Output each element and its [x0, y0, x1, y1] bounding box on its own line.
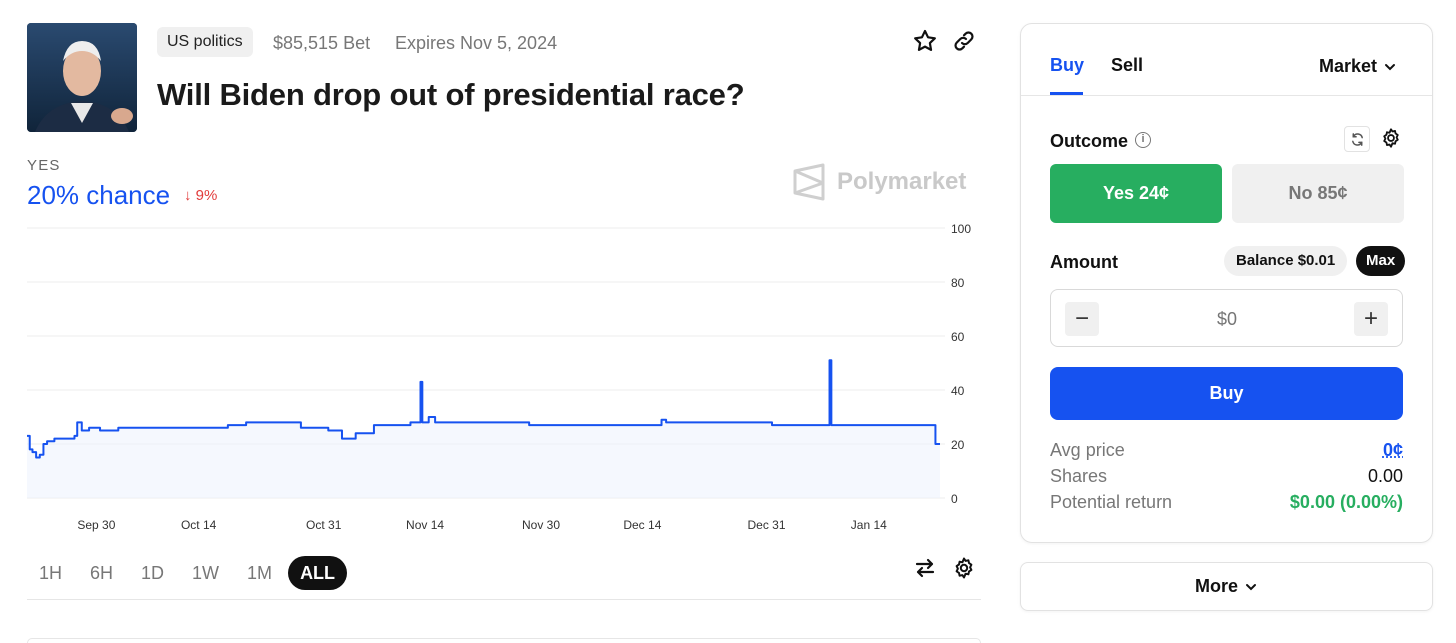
bet-volume: $85,515 Bet	[273, 33, 370, 54]
brand-watermark: Polymarket	[791, 163, 966, 201]
range-1h[interactable]: 1H	[27, 556, 74, 590]
tab-sell[interactable]: Sell	[1111, 55, 1143, 76]
chevron-down-icon	[1383, 60, 1397, 74]
next-card	[27, 638, 981, 643]
more-label: More	[1195, 576, 1238, 597]
outcome-label: YES	[27, 157, 61, 174]
info-icon[interactable]: i	[1135, 132, 1151, 148]
expiry-date: Expires Nov 5, 2024	[395, 33, 557, 54]
y-tick-label: 0	[951, 492, 958, 506]
yes-outcome-button[interactable]: Yes 24¢	[1050, 164, 1222, 223]
balance-badge: Balance $0.01	[1224, 246, 1347, 276]
range-6h[interactable]: 6H	[78, 556, 125, 590]
avg-price-label: Avg price	[1050, 440, 1125, 461]
settings-gear-icon[interactable]	[1377, 124, 1405, 152]
chance-delta: ↓ 9%	[184, 187, 217, 204]
range-1w[interactable]: 1W	[180, 556, 231, 590]
price-chart: 100 80 60 40 20 0 Sep 30 Oct 14 Oct 31 Nov 14 Nov …	[0, 215, 1000, 545]
market-image	[27, 23, 137, 132]
chance-value: 20% chance	[27, 180, 170, 211]
y-tick-label: 100	[951, 222, 971, 236]
chevron-down-icon	[1244, 580, 1258, 594]
range-all[interactable]: ALL	[288, 556, 347, 590]
delta-value: 9%	[196, 187, 218, 204]
avg-price-row: Avg price 0¢	[1050, 440, 1403, 461]
increment-button[interactable]: +	[1354, 302, 1388, 336]
gear-icon[interactable]	[950, 554, 978, 582]
shares-row: Shares 0.00	[1050, 466, 1403, 487]
shares-value: 0.00	[1368, 466, 1403, 487]
no-outcome-button[interactable]: No 85¢	[1232, 164, 1404, 223]
potential-return-value: $0.00 (0.00%)	[1290, 492, 1403, 513]
category-tag[interactable]: US politics	[157, 27, 253, 57]
x-tick-label: Nov 30	[522, 518, 560, 532]
tabs-divider	[1021, 95, 1432, 96]
market-title: Will Biden drop out of presidential race…	[157, 77, 744, 113]
y-tick-label: 20	[951, 438, 965, 452]
max-button[interactable]: Max	[1356, 246, 1405, 276]
x-tick-label: Oct 31	[306, 518, 342, 532]
outcome-heading: Outcome	[1050, 131, 1128, 152]
x-tick-label: Dec 14	[623, 518, 661, 532]
polymarket-logo-icon	[791, 163, 827, 201]
section-divider	[27, 599, 981, 600]
amount-heading: Amount	[1050, 252, 1118, 273]
decrement-button[interactable]: −	[1065, 302, 1099, 336]
series-area	[27, 360, 940, 498]
x-tick-label: Oct 14	[181, 518, 217, 532]
more-button[interactable]: More	[1020, 562, 1433, 611]
x-tick-label: Sep 30	[77, 518, 115, 532]
amount-field: − +	[1050, 289, 1403, 347]
shares-label: Shares	[1050, 466, 1107, 487]
y-tick-label: 60	[951, 330, 965, 344]
range-1d[interactable]: 1D	[129, 556, 176, 590]
buy-button[interactable]: Buy	[1050, 367, 1403, 420]
avg-price-value[interactable]: 0¢	[1383, 440, 1403, 461]
brand-name: Polymarket	[837, 168, 966, 196]
potential-return-label: Potential return	[1050, 492, 1172, 513]
arrow-down-icon: ↓	[184, 187, 192, 204]
amount-input[interactable]	[1111, 302, 1343, 336]
x-tick-label: Jan 14	[851, 518, 887, 532]
tab-buy[interactable]: Buy	[1050, 55, 1084, 76]
range-1m[interactable]: 1M	[235, 556, 284, 590]
x-tick-label: Dec 31	[748, 518, 786, 532]
trade-panel: Buy Sell Market Outcome i Yes 24¢ No 85¢…	[1020, 23, 1433, 543]
order-type-dropdown[interactable]: Market	[1319, 56, 1397, 77]
y-tick-label: 80	[951, 276, 965, 290]
refresh-icon[interactable]	[1344, 126, 1370, 152]
swap-icon[interactable]	[911, 554, 939, 582]
order-type-label: Market	[1319, 56, 1377, 77]
y-tick-label: 40	[951, 384, 965, 398]
time-range-selector: 1H 6H 1D 1W 1M ALL	[27, 556, 347, 590]
link-icon[interactable]	[950, 27, 978, 55]
x-tick-label: Nov 14	[406, 518, 444, 532]
potential-return-row: Potential return $0.00 (0.00%)	[1050, 492, 1403, 513]
star-icon[interactable]	[911, 27, 939, 55]
